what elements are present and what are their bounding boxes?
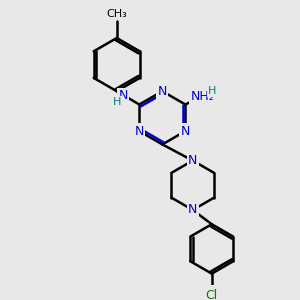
- Text: H: H: [112, 97, 121, 107]
- Text: NH₂: NH₂: [190, 90, 214, 104]
- Text: N: N: [118, 89, 128, 103]
- Text: N: N: [135, 124, 144, 138]
- Text: N: N: [158, 85, 167, 98]
- Text: Cl: Cl: [206, 289, 218, 300]
- Text: CH₃: CH₃: [106, 9, 127, 19]
- Text: N: N: [188, 154, 197, 167]
- Text: H: H: [208, 86, 216, 96]
- Text: N: N: [188, 203, 197, 217]
- Text: N: N: [181, 124, 190, 138]
